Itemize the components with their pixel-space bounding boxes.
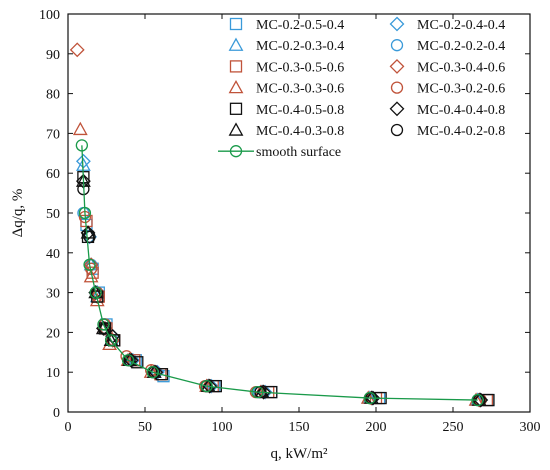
legend-label: MC-0.4-0.2-0.8 — [417, 124, 505, 139]
data-point — [89, 286, 102, 299]
data-point — [83, 269, 99, 283]
y-tick-label: 70 — [46, 127, 60, 142]
y-tick-label: 50 — [46, 207, 60, 222]
data-point — [104, 334, 118, 347]
data-point — [83, 230, 96, 244]
y-axis-ticks: 0 10 20 30 40 50 60 70 80 90 100 — [39, 8, 530, 421]
series-MC-0.4-0.3-0.8 — [75, 173, 487, 406]
y-tick-label: 60 — [46, 167, 60, 182]
legend-marker — [229, 17, 243, 31]
legend-item: MC-0.3-0.2-0.6 — [390, 81, 505, 97]
legend-marker — [228, 79, 244, 94]
series-MC-0.4-0.5-0.8 — [77, 171, 495, 407]
legend-label: MC-0.3-0.4-0.6 — [417, 60, 505, 75]
smooth-surface-line — [81, 145, 478, 401]
legend-marker — [228, 37, 244, 51]
x-tick-label: 250 — [443, 420, 464, 435]
legend-label: MC-0.3-0.5-0.6 — [256, 60, 344, 75]
legend-marker — [228, 122, 244, 136]
legend-label: MC-0.3-0.2-0.6 — [417, 82, 505, 97]
y-tick-label: 20 — [46, 326, 60, 341]
legend-marker — [229, 102, 243, 115]
data-point — [78, 206, 92, 220]
y-tick-label: 10 — [46, 366, 60, 381]
legend-item: MC-0.4-0.3-0.8 — [228, 122, 344, 139]
legend-marker — [390, 81, 404, 94]
series-MC-0.3-0.4-0.6 — [69, 42, 487, 408]
legend-label: MC-0.3-0.3-0.6 — [256, 82, 344, 97]
y-tick-label: 40 — [46, 247, 60, 262]
data-points — [69, 42, 495, 408]
data-point — [251, 385, 264, 399]
legend-marker — [390, 123, 404, 137]
legend-item: MC-0.2-0.2-0.4 — [390, 39, 505, 54]
series-smooth surface — [75, 139, 484, 407]
data-point — [72, 121, 88, 136]
data-point — [96, 321, 111, 336]
legend-label: MC-0.2-0.2-0.4 — [417, 39, 505, 54]
data-point — [83, 258, 96, 271]
legend-item: MC-0.2-0.3-0.4 — [228, 37, 344, 54]
legend-marker — [229, 145, 243, 158]
data-point — [69, 42, 85, 58]
legend-item: MC-0.2-0.4-0.4 — [389, 16, 505, 33]
x-tick-label: 200 — [366, 420, 387, 435]
series-MC-0.3-0.2-0.6 — [78, 210, 487, 407]
legend-label: MC-0.2-0.5-0.4 — [256, 18, 344, 33]
x-tick-label: 150 — [289, 420, 310, 435]
x-tick-label: 50 — [138, 420, 152, 435]
series-MC-0.3-0.5-0.6 — [80, 214, 494, 407]
series-MC-0.2-0.5-0.4 — [80, 218, 495, 407]
data-point — [80, 225, 96, 241]
series-MC-0.2-0.4-0.4 — [75, 153, 489, 408]
legend-marker — [390, 39, 404, 52]
x-tick-label: 300 — [520, 420, 541, 435]
data-point — [89, 292, 105, 307]
data-point — [155, 368, 169, 381]
legend-label: MC-0.4-0.5-0.8 — [256, 103, 344, 118]
legend-item: MC-0.3-0.5-0.6 — [229, 60, 344, 75]
legend-marker — [389, 58, 405, 74]
legend-item: smooth surface — [218, 145, 341, 160]
x-axis-label: q, kW/m² — [271, 446, 328, 462]
series-MC-0.2-0.2-0.4 — [77, 206, 484, 407]
data-point — [146, 366, 159, 379]
legend-item: MC-0.3-0.3-0.6 — [228, 79, 344, 97]
y-tick-label: 90 — [46, 48, 60, 63]
legend-item: MC-0.4-0.4-0.8 — [389, 101, 505, 118]
data-point — [200, 379, 213, 393]
y-tick-label: 80 — [46, 88, 60, 103]
legend-label: MC-0.2-0.3-0.4 — [256, 39, 344, 54]
data-point — [471, 393, 484, 407]
data-point — [121, 354, 135, 367]
legend-marker — [389, 16, 405, 32]
y-tick-label: 0 — [53, 406, 60, 421]
legend-item: MC-0.4-0.5-0.8 — [229, 102, 344, 118]
legend-item: MC-0.3-0.4-0.6 — [389, 58, 505, 75]
data-point — [88, 285, 104, 301]
legend-label: MC-0.4-0.3-0.8 — [256, 124, 344, 139]
y-tick-label: 100 — [39, 8, 60, 23]
legend-marker — [229, 60, 243, 73]
data-point — [97, 318, 110, 331]
legend-marker — [389, 101, 405, 117]
legend-label: MC-0.4-0.4-0.8 — [417, 103, 505, 118]
series-MC-0.4-0.2-0.8 — [77, 182, 486, 407]
series-MC-0.4-0.4-0.8 — [75, 173, 489, 408]
x-axis-ticks: 0 50 100 150 200 250 300 — [65, 14, 541, 435]
legend-item: MC-0.4-0.2-0.8 — [390, 123, 505, 139]
x-tick-label: 0 — [65, 420, 72, 435]
legend: MC-0.2-0.5-0.4 MC-0.2-0.4-0.4 MC-0.2-0.3-0… — [218, 16, 505, 160]
legend-label: smooth surface — [256, 145, 341, 160]
y-axis-label: Δq/q, % — [10, 189, 26, 238]
plot-area-frame — [67, 13, 531, 413]
legend-item: MC-0.2-0.5-0.4 — [229, 17, 344, 33]
y-tick-label: 30 — [46, 287, 60, 302]
data-point — [363, 391, 376, 405]
x-tick-label: 100 — [212, 420, 233, 435]
legend-label: MC-0.2-0.4-0.4 — [417, 18, 505, 33]
data-point — [75, 139, 89, 152]
